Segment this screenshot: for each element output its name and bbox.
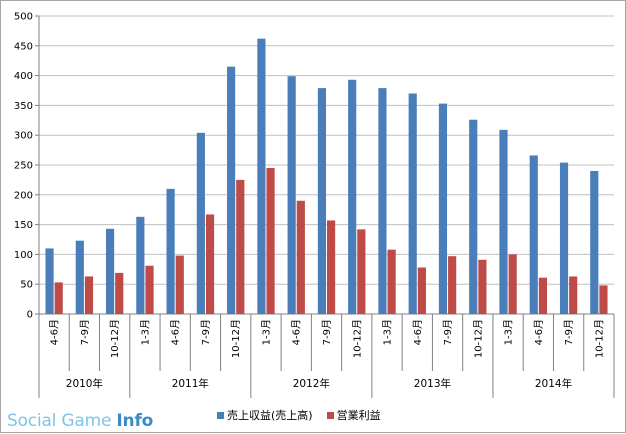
category-label: 7-9月 (442, 319, 454, 345)
year-label: 2013年 (414, 377, 451, 390)
bar-sales (378, 88, 387, 314)
bar-operating-profit (54, 282, 63, 314)
category-label: 1-3月 (382, 319, 394, 345)
category-label: 10-12月 (109, 319, 121, 358)
year-label: 2010年 (66, 377, 103, 390)
legend: 売上収益(売上高) 営業利益 (217, 407, 395, 423)
category-label: 10-12月 (230, 319, 242, 358)
bar-operating-profit (296, 200, 305, 314)
y-tick-label: 200 (14, 190, 33, 201)
category-label: 10-12月 (593, 319, 605, 358)
bar-sales (559, 162, 569, 314)
bar-sales (469, 119, 478, 314)
legend-swatch-sales (217, 411, 224, 419)
category-label: 7-9月 (79, 319, 91, 345)
y-tick-label: 0 (27, 310, 33, 321)
bar-sales (257, 38, 266, 314)
bar-sales (590, 170, 599, 314)
y-tick-label: 150 (14, 220, 33, 231)
bar-sales (136, 216, 145, 314)
bar-operating-profit (417, 267, 426, 314)
bar-sales (166, 188, 175, 314)
bar-operating-profit (599, 285, 608, 314)
legend-label-operating-profit: 営業利益 (336, 409, 381, 422)
category-label: 1-3月 (260, 319, 272, 345)
bar-sales (348, 79, 357, 314)
bar-sales (227, 66, 236, 314)
brand-strong: Info (116, 411, 154, 431)
category-label: 4-6月 (533, 319, 545, 345)
category-label: 1-3月 (139, 319, 151, 345)
bar-sales (45, 248, 54, 314)
category-label: 7-9月 (563, 319, 575, 345)
bar-sales (317, 88, 326, 314)
bar-operating-profit (538, 277, 548, 314)
y-tick-label: 300 (14, 131, 33, 142)
bar-sales (105, 228, 115, 314)
category-label: 10-12月 (472, 319, 484, 358)
bar-operating-profit (205, 214, 215, 314)
category-label: 7-9月 (321, 319, 333, 345)
bar-operating-profit (175, 255, 184, 314)
category-label: 4-6月 (49, 319, 61, 345)
bar-operating-profit (266, 167, 275, 314)
bar-operating-profit (357, 229, 366, 314)
bar-sales (499, 129, 508, 314)
bar-operating-profit (569, 276, 578, 314)
y-tick-label: 50 (20, 280, 33, 291)
category-label: 1-3月 (503, 319, 515, 345)
bar-operating-profit (84, 276, 94, 314)
bar-sales (75, 240, 84, 314)
category-label: 10-12月 (351, 319, 363, 358)
y-tick-label: 450 (14, 41, 33, 52)
year-label: 2014年 (535, 377, 572, 390)
bar-operating-profit (327, 220, 336, 314)
year-label: 2011年 (172, 377, 209, 390)
y-tick-label: 100 (14, 250, 33, 261)
category-label: 4-6月 (170, 319, 182, 345)
category-label: 7-9月 (200, 319, 212, 345)
year-label: 2012年 (293, 377, 330, 390)
y-tick-label: 400 (14, 71, 33, 82)
y-tick-label: 500 (14, 12, 33, 23)
legend-item-operating-profit: 営業利益 (326, 407, 381, 423)
y-tick-label: 350 (14, 101, 33, 112)
bar-operating-profit (387, 249, 396, 314)
bar-sales (196, 132, 205, 314)
category-label: 4-6月 (291, 319, 303, 345)
legend-label-sales: 売上収益(売上高) (227, 409, 313, 422)
category-label: 4-6月 (412, 319, 424, 345)
bar-operating-profit (478, 259, 487, 314)
bar-sales (408, 93, 417, 314)
bar-operating-profit (508, 254, 517, 314)
bar-operating-profit (145, 265, 154, 314)
legend-item-sales: 売上収益(売上高) (217, 407, 313, 423)
brand-light: Social Game (7, 411, 117, 431)
bar-sales (438, 103, 448, 314)
bar-sales (287, 76, 296, 314)
watermark-logo: Social Game Info (7, 411, 153, 431)
bar-operating-profit (115, 272, 124, 314)
bar-operating-profit (448, 256, 457, 314)
bar-sales (529, 155, 538, 314)
bar-operating-profit (236, 179, 245, 314)
y-tick-label: 250 (14, 161, 33, 172)
legend-swatch-operating-profit (326, 411, 334, 419)
